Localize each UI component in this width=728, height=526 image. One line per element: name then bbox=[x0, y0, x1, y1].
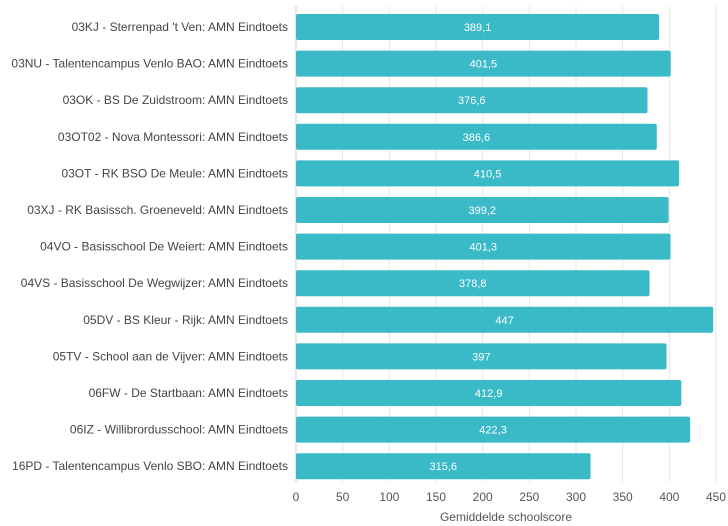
bar[interactable] bbox=[296, 160, 680, 187]
bar-value-label: 422,3 bbox=[479, 425, 507, 437]
category-label: 05TV - School aan de Vijver: AMN Eindtoe… bbox=[53, 349, 288, 363]
bar[interactable] bbox=[296, 343, 667, 370]
category-label: 05DV - BS Kleur - Rijk: AMN Eindtoets bbox=[83, 313, 288, 327]
x-tick-label: 0 bbox=[293, 490, 300, 504]
bar-value-label: 397 bbox=[472, 351, 490, 363]
x-tick-label: 400 bbox=[659, 490, 679, 504]
x-tick-label: 300 bbox=[566, 490, 586, 504]
category-label: 03OK - BS De Zuidstroom: AMN Eindtoets bbox=[63, 93, 288, 107]
category-label: 16PD - Talentencampus Venlo SBO: AMN Ein… bbox=[12, 459, 288, 473]
category-label: 03OT - RK BSO De Meule: AMN Eindtoets bbox=[61, 166, 288, 180]
bar[interactable] bbox=[296, 270, 650, 297]
bar-value-label: 401,3 bbox=[470, 242, 498, 254]
bar-value-label: 399,2 bbox=[469, 205, 497, 217]
bar-value-label: 410,5 bbox=[474, 168, 502, 180]
bar-value-label: 378,8 bbox=[459, 278, 487, 290]
bar-value-label: 401,5 bbox=[470, 59, 498, 71]
x-axis-ticks-layer: 0 50 100 150 200 250 300 350 400 450 bbox=[293, 490, 727, 504]
x-tick-label: 250 bbox=[519, 490, 539, 504]
x-tick-label: 450 bbox=[706, 490, 726, 504]
bar[interactable] bbox=[296, 306, 714, 333]
bar-value-label: 386,6 bbox=[463, 132, 491, 144]
x-tick-label: 100 bbox=[379, 490, 399, 504]
bar[interactable] bbox=[296, 123, 657, 150]
bar[interactable] bbox=[296, 197, 669, 223]
bar[interactable] bbox=[296, 380, 682, 406]
bar[interactable] bbox=[296, 416, 691, 443]
bar-value-label: 447 bbox=[495, 315, 513, 327]
category-label: 03KJ - Sterrenpad 't Ven: AMN Eindtoets bbox=[72, 20, 288, 34]
x-tick-label: 350 bbox=[613, 490, 633, 504]
category-label: 04VS - Basisschool De Wegwijzer: AMN Ein… bbox=[21, 276, 288, 290]
bar[interactable] bbox=[296, 87, 648, 114]
bar-value-label: 315,6 bbox=[430, 461, 458, 473]
bar[interactable] bbox=[296, 14, 660, 40]
bar-value-label: 376,6 bbox=[458, 95, 486, 107]
bars-layer: 389,1 401,5 376,6 386,6 410,5 399,2 401,3 378,8… bbox=[296, 14, 714, 480]
x-tick-label: 200 bbox=[473, 490, 493, 504]
bar-value-label: 412,9 bbox=[475, 388, 503, 400]
bar-value-label: 389,1 bbox=[464, 22, 492, 34]
bar[interactable] bbox=[296, 50, 671, 77]
category-label: 06IZ - Willibrordusschool: AMN Eindtoets bbox=[70, 423, 288, 437]
category-label: 04VO - Basisschool De Weiert: AMN Eindto… bbox=[40, 240, 288, 254]
category-label: 03NU - Talentencampus Venlo BAO: AMN Ein… bbox=[11, 57, 288, 71]
bar[interactable] bbox=[296, 233, 671, 260]
x-axis-title: Gemiddelde schoolscore bbox=[440, 510, 572, 524]
category-label: 06FW - De Startbaan: AMN Eindtoets bbox=[89, 386, 288, 400]
category-label: 03XJ - RK Basissch. Groeneveld: AMN Eind… bbox=[27, 203, 288, 217]
bar[interactable] bbox=[296, 453, 591, 480]
category-labels-layer: 03KJ - Sterrenpad 't Ven: AMN Eindtoets 0… bbox=[11, 20, 288, 473]
x-tick-label: 50 bbox=[336, 490, 350, 504]
x-tick-label: 150 bbox=[426, 490, 446, 504]
category-label: 03OT02 - Nova Montessori: AMN Eindtoets bbox=[58, 130, 288, 144]
